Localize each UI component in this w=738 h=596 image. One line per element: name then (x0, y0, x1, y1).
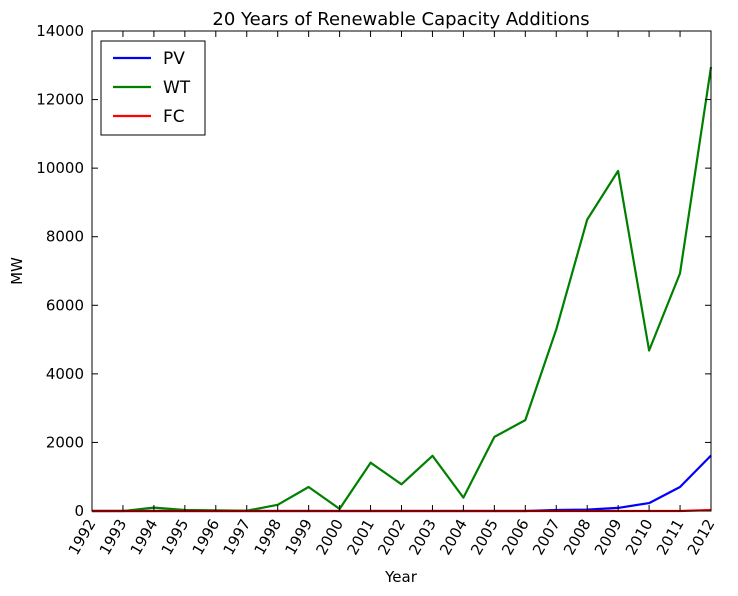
x-tick-label: 2004 (436, 516, 471, 558)
legend-label-wt: WT (163, 78, 191, 98)
x-tick-label: 2011 (653, 516, 688, 558)
y-axis-label: MW (8, 257, 26, 285)
x-tick-label: 2000 (312, 516, 347, 558)
y-tick-label: 0 (74, 502, 84, 520)
x-tick-label: 2010 (622, 516, 657, 558)
x-tick-label: 2006 (498, 516, 533, 558)
y-tick-label: 14000 (36, 22, 84, 40)
x-tick-label: 2002 (374, 516, 409, 558)
x-tick-label: 2003 (405, 516, 440, 558)
x-tick-label: 1994 (127, 516, 162, 558)
x-tick-label: 2007 (529, 516, 564, 558)
x-tick-label: 1993 (96, 516, 131, 558)
x-tick-label: 2008 (560, 516, 595, 558)
x-axis-label: Year (384, 568, 418, 586)
y-tick-label: 12000 (36, 91, 84, 109)
y-axis-ticks: 0 2000 4000 6000 8000 10000 12000 14000 (36, 22, 711, 520)
plot-frame (91, 30, 712, 512)
y-tick-label: 6000 (46, 296, 84, 314)
x-tick-label: 1997 (220, 516, 255, 558)
x-tick-label: 2001 (343, 516, 378, 558)
x-tick-label: 1995 (158, 516, 193, 558)
y-tick-label: 8000 (46, 228, 84, 246)
y-tick-label: 4000 (46, 365, 84, 383)
legend-label-pv: PV (163, 49, 185, 69)
x-tick-label: 1999 (281, 516, 316, 558)
x-tick-label: 2009 (591, 516, 626, 558)
x-tick-label: 1996 (189, 516, 224, 558)
x-tick-label: 2012 (684, 516, 719, 558)
x-tick-label: 2005 (467, 516, 502, 558)
legend: PV WT FC (100, 40, 206, 136)
legend-label-fc: FC (163, 107, 185, 127)
y-tick-label: 10000 (36, 159, 84, 177)
x-tick-label: 1998 (250, 516, 285, 558)
y-tick-label: 2000 (46, 433, 84, 451)
chart-title: 20 Years of Renewable Capacity Additions (212, 9, 589, 30)
x-tick-label: 1992 (65, 516, 100, 558)
